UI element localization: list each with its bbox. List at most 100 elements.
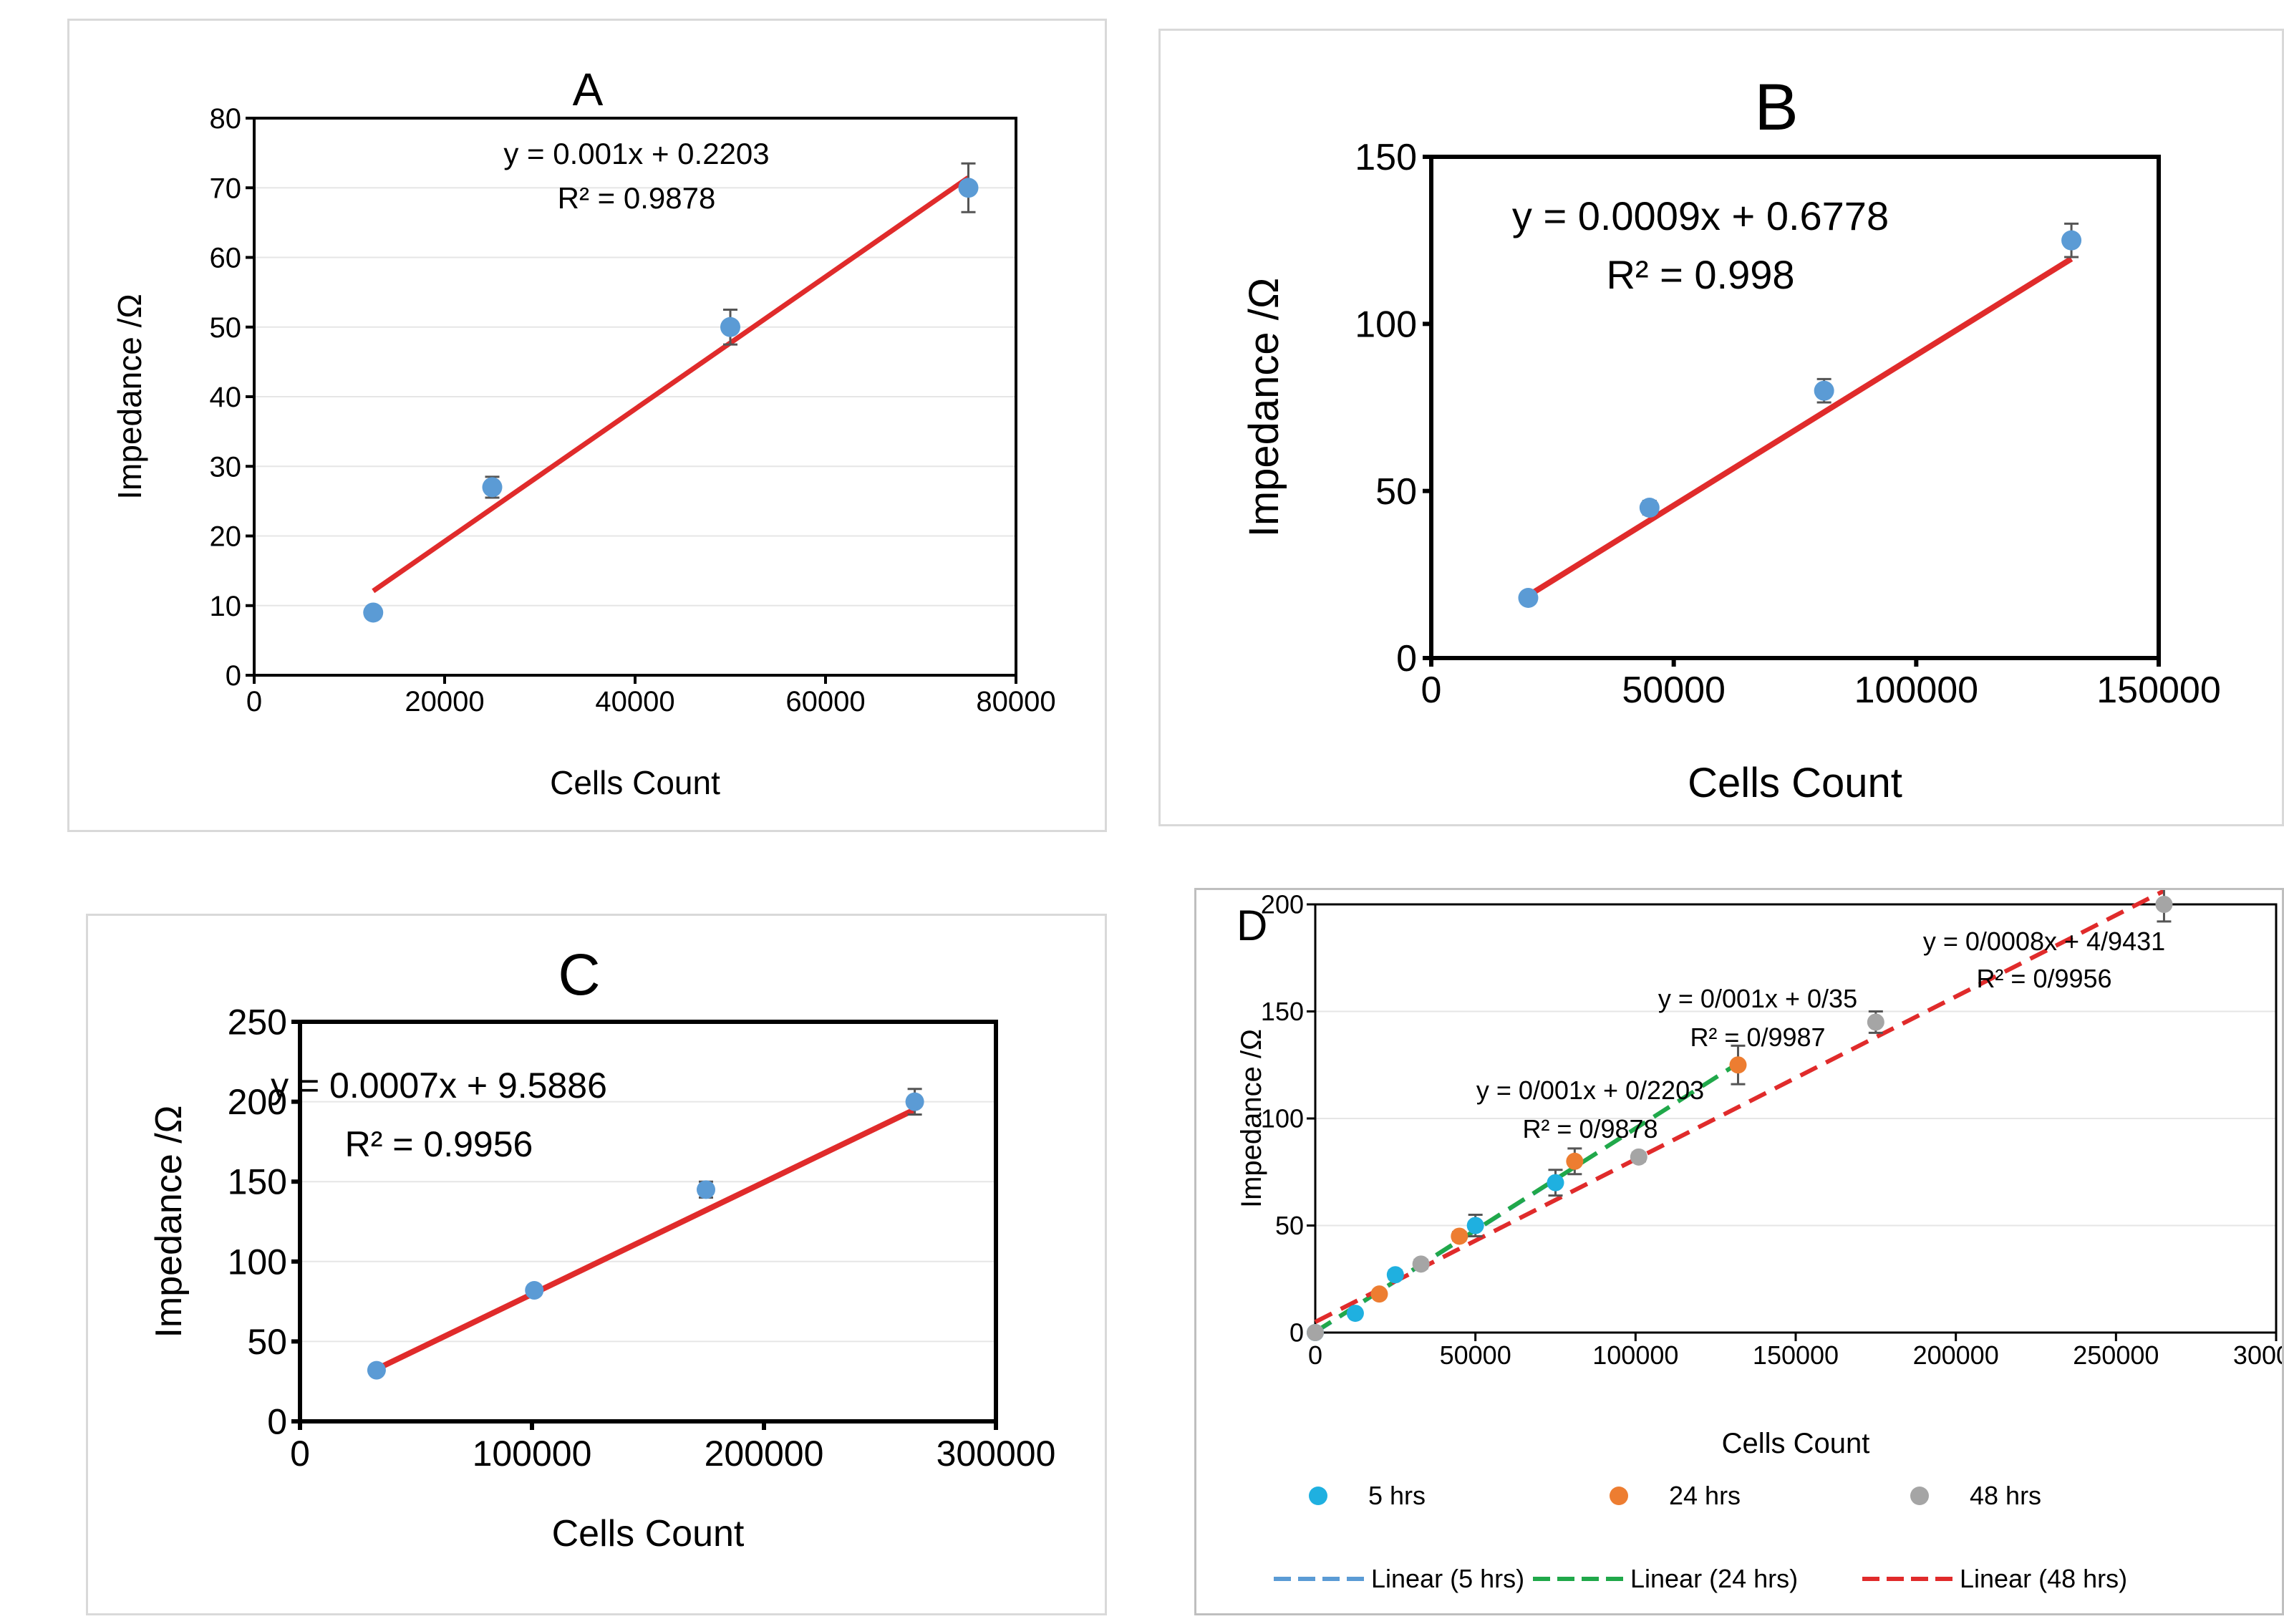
chart-b-point-1-1 [1518,588,1539,608]
chart-d-legend-marker-2 [1610,1487,1628,1505]
chart-c-title: C [558,942,600,1007]
chart-c-y-tick-label: 0 [267,1402,287,1442]
chart-d-point-2-1 [1370,1285,1388,1303]
chart-a-y-tick-label: 50 [210,312,242,344]
chart-c-y-tick-label: 150 [228,1162,287,1202]
chart-a-fit-line-1 [372,175,970,594]
chart-d-legend-label-3: 48 hrs [1970,1481,2041,1510]
chart-d-fit-line-3 [1314,890,2165,1324]
chart-panel-c: 0 100000 200000 300000 0 50 100 150 200 250 C Cells… [86,914,1107,1615]
chart-panel-a: 0 20000 40000 60000 80000 0 10 20 30 40 50 60 70 80 A C… [67,19,1107,832]
chart-c-y-tick-label: 200 [228,1082,287,1122]
chart-d-point-3-1 [1307,1324,1324,1341]
chart-d-point-1-4 [1466,1217,1484,1234]
chart-panel-b: 0 50000 100000 150000 0 50 100 150 B Cells Count I… [1158,29,2284,826]
chart-a-r2: R² = 0.9878 [558,181,716,215]
chart-b-plot-frame [1429,155,2161,660]
chart-d-legend-fit-label-1: Linear (5 hrs) [1371,1564,1524,1593]
chart-a-y-tick-label: 70 [210,173,242,204]
chart-c-plot-frame [298,1020,998,1424]
chart-d-point-2-2 [1451,1227,1468,1245]
chart-b-r2: R² = 0.998 [1606,252,1794,297]
chart-a-y-tick-label: 60 [210,243,242,274]
chart-d-point-3-3 [1630,1148,1647,1166]
chart-d-legend-marker-3 [1910,1487,1929,1505]
chart-a-point-1-3 [720,316,740,337]
chart-a-x-axis-label: Cells Count [550,764,720,801]
chart-d-legend-fit-label-2: Linear (24 hrs) [1630,1564,1798,1593]
chart-a-point-1-4 [958,178,979,198]
chart-c-x-axis-label: Cells Count [552,1513,745,1555]
chart-d-y-tick-label: 200 [1261,890,1304,919]
chart-d-legend-fit-label-3: Linear (48 hrs) [1960,1564,2127,1593]
chart-d-point-1-3 [1386,1266,1404,1284]
chart-b-equation: y = 0.0009x + 0.6778 [1512,193,1889,238]
chart-b-x-tick-label: 50000 [1622,670,1726,711]
chart-a-x-tick-label: 60000 [785,686,865,717]
chart-d-point-3-2 [1412,1255,1430,1273]
chart-d-r2-3: R² = 0/9956 [1976,964,2111,993]
chart-d-equation-2: y = 0/001x + 0/35 [1658,984,1857,1013]
chart-d-x-axis-label: Cells Count [1722,1428,1870,1459]
chart-c-x-tick-label: 100000 [473,1434,592,1474]
chart-d-equation-3: y = 0/0008x + 4/9431 [1923,927,2165,956]
chart-c-point-1-1 [367,1360,386,1380]
chart-d-legend-label-1: 5 hrs [1368,1481,1426,1510]
chart-d-x-tick-label: 300000 [2233,1340,2284,1370]
chart-b-x-tick-label: 100000 [1854,670,1979,711]
chart-c-y-tick-label: 50 [247,1322,287,1362]
chart-b-y-axis-label: Impedance /Ω [1241,278,1287,538]
chart-d-y-axis-label: Impedance /Ω [1236,1029,1267,1208]
chart-b-x-tick-label: 0 [1421,670,1442,711]
chart-d-y-tick-label: 0 [1289,1318,1304,1348]
chart-d-y-tick-label: 100 [1261,1104,1304,1134]
chart-b-y-tick-label: 100 [1355,304,1417,346]
chart-d-x-tick-label: 250000 [2073,1340,2159,1370]
chart-d-point-1-2 [1346,1305,1364,1323]
chart-b-y-tick-label: 0 [1396,638,1417,680]
chart-b-title: B [1754,71,1798,144]
chart-c-point-1-3 [697,1180,715,1199]
chart-d-x-tick-label: 150000 [1753,1340,1839,1370]
chart-a-equation: y = 0.001x + 0.2203 [503,137,769,170]
chart-panel-d: 0 50000 100000 150000 200000 250000 300000 0 50 1… [1194,888,2284,1615]
chart-a-y-tick-label: 10 [210,591,242,622]
chart-a-y-tick-label: 80 [210,103,242,135]
chart-d-x-tick-label: 200000 [1913,1340,1999,1370]
chart-a-y-tick-label: 40 [210,382,242,413]
chart-c-x-tick-label: 0 [290,1434,310,1474]
chart-d-x-tick-label: 0 [1308,1340,1322,1370]
chart-b-x-tick-label: 150000 [2096,670,2221,711]
chart-a-x-tick-label: 80000 [976,686,1055,717]
chart-d-point-3-5 [2155,896,2173,913]
chart-d-x-tick-label: 50000 [1440,1340,1511,1370]
chart-b-point-1-3 [1814,380,1834,401]
chart-c-point-1-4 [905,1092,924,1111]
chart-c-fit-line-1 [375,1106,916,1372]
chart-d-x-tick-label: 100000 [1592,1340,1678,1370]
chart-d-r2-2: R² = 0/9987 [1690,1023,1825,1052]
chart-d-y-tick-label: 150 [1261,997,1304,1026]
chart-a-point-1-2 [482,477,503,498]
chart-a-title: A [573,64,604,115]
chart-d-legend-marker-1 [1309,1487,1327,1505]
chart-d-equation-1: y = 0/001x + 0/2203 [1476,1076,1704,1105]
chart-d-y-tick-label: 50 [1275,1211,1304,1240]
chart-b-y-tick-label: 50 [1375,471,1417,513]
chart-c-y-axis-label: Impedance /Ω [148,1105,190,1338]
chart-a-x-tick-label: 20000 [405,686,484,717]
chart-b-y-tick-label: 150 [1355,137,1417,178]
chart-c-x-tick-label: 300000 [937,1434,1056,1474]
chart-c-y-tick-label: 250 [228,1002,287,1043]
chart-a-y-tick-label: 0 [226,660,241,692]
chart-a-y-tick-label: 30 [210,451,242,483]
chart-d-svg: 0 50000 100000 150000 200000 250000 300000 0 50 1… [1236,890,2284,1593]
chart-d-point-3-4 [1867,1013,1884,1031]
chart-a-svg: 0 20000 40000 60000 80000 0 10 20 30 40 50 60 70 80 A C… [111,64,1056,801]
chart-d-title: D [1237,902,1267,949]
chart-a-y-tick-label: 20 [210,521,242,553]
chart-d-legend-label-2: 24 hrs [1669,1481,1741,1510]
chart-c-point-1-2 [525,1280,544,1300]
chart-d-point-2-3 [1566,1152,1584,1170]
chart-b-point-1-2 [1639,498,1660,518]
